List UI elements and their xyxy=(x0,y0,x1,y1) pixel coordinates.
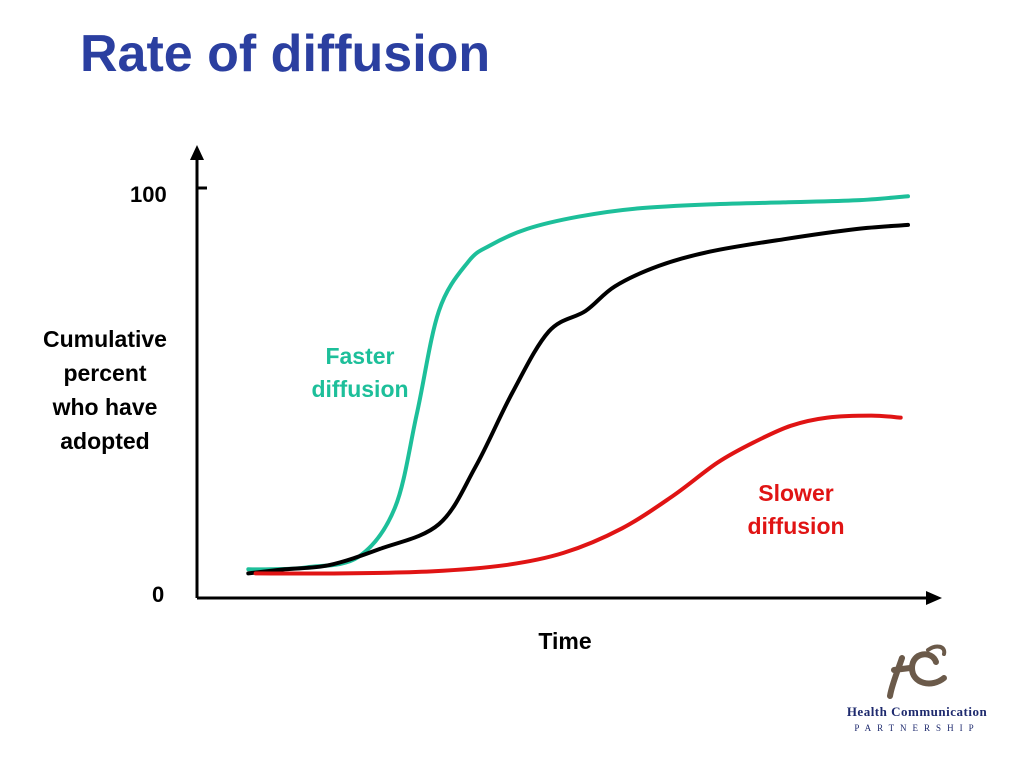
chart-curves xyxy=(246,194,910,576)
logo-name: Health Communication xyxy=(846,704,988,719)
y-axis-label: Cumulative percent who have adopted xyxy=(20,322,190,458)
page-title: Rate of diffusion xyxy=(80,25,491,83)
chart-axes xyxy=(190,145,942,605)
hcp-logo: Health Communication PARTNERSHIP xyxy=(832,644,1002,756)
slower-diffusion-annotation: Slower diffusion xyxy=(730,477,862,543)
y-axis-label-line: Cumulative xyxy=(43,326,167,352)
annotation-line: Slower xyxy=(758,480,834,506)
y-axis-arrowhead xyxy=(190,145,204,160)
y-tick-label-100: 100 xyxy=(130,182,167,207)
x-axis-label: Time xyxy=(538,628,592,654)
hcp-logo-mark-icon xyxy=(887,644,947,699)
logo-subname: PARTNERSHIP xyxy=(854,723,980,733)
annotation-line: diffusion xyxy=(311,376,409,402)
y-axis-label-line: percent xyxy=(63,360,147,386)
y-axis-label-line: who have xyxy=(52,394,158,420)
series-line-slower xyxy=(253,413,903,576)
series-line-baseline xyxy=(246,222,910,576)
y-axis-label-line: adopted xyxy=(60,428,150,454)
faster-diffusion-annotation: Faster diffusion xyxy=(295,340,425,406)
annotation-line: diffusion xyxy=(747,513,845,539)
y-tick-label-0: 0 xyxy=(152,582,165,607)
x-axis-arrowhead xyxy=(926,591,942,605)
annotation-line: Faster xyxy=(325,343,395,369)
